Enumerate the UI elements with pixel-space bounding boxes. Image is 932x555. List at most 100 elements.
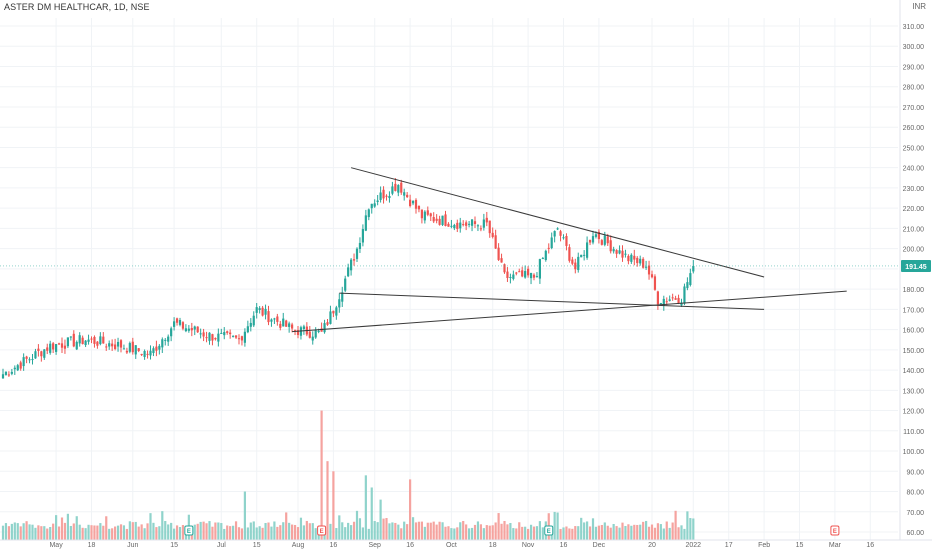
candle-body: [116, 341, 120, 347]
candle-body: [462, 224, 465, 226]
volume-bar: [364, 475, 367, 540]
price-tick-label: 160.00: [903, 328, 925, 335]
candle-body: [397, 185, 400, 193]
volume-bar: [426, 522, 429, 540]
volume-bar: [205, 523, 208, 540]
volume-bar: [293, 524, 297, 540]
candle-body: [686, 282, 689, 289]
candle-body: [450, 225, 453, 227]
trendlines[interactable]: [292, 167, 847, 333]
volume-bar: [155, 527, 158, 540]
trendline-lower-ascending[interactable]: [292, 290, 847, 333]
candle-body: [512, 274, 515, 279]
volume-bar: [232, 525, 235, 540]
candle-body: [409, 199, 412, 207]
candle-body: [547, 247, 550, 249]
candle-body: [167, 336, 170, 342]
volume-bar: [624, 526, 627, 540]
price-tick-label: 250.00: [903, 145, 925, 152]
candle-body: [37, 348, 40, 351]
candle-body: [264, 308, 267, 315]
chart-title: ASTER DM HEALTHCAR, 1D, NSE: [4, 2, 150, 12]
candle-body: [606, 236, 609, 244]
candle-body: [234, 335, 238, 338]
earnings-marker-icon[interactable]: [830, 525, 840, 536]
volume-bar: [72, 523, 75, 540]
volume-bar: [22, 523, 25, 540]
volume-bar: [60, 517, 64, 540]
volume-bar: [615, 526, 618, 540]
earnings-marker-icon[interactable]: [184, 525, 194, 536]
candle-body: [140, 353, 143, 355]
time-tick-label: Nov: [522, 542, 535, 549]
volume-bar: [689, 518, 692, 540]
candle-body: [25, 356, 28, 359]
candle-body: [175, 318, 179, 323]
candle-body: [417, 205, 421, 210]
volume-bar: [633, 524, 636, 540]
candle-body: [645, 266, 648, 268]
candle-body: [335, 307, 338, 316]
volume-bar: [13, 522, 16, 540]
candle-body: [317, 330, 320, 333]
candle-body: [84, 340, 87, 346]
candle-body: [155, 346, 158, 351]
price-tick-label: 180.00: [903, 287, 925, 294]
volume-bar: [373, 521, 376, 540]
candle-body: [653, 276, 657, 290]
earnings-marker-letter: E: [320, 529, 324, 535]
candle-body: [491, 232, 494, 237]
volume-bar: [488, 525, 491, 540]
candle-body: [344, 278, 347, 291]
volume-bar: [630, 525, 633, 540]
trendline-upper[interactable]: [350, 167, 765, 278]
candle-body: [193, 326, 196, 330]
candle-body: [22, 357, 25, 367]
candle-body: [246, 326, 249, 333]
volume-bar: [338, 515, 341, 540]
volume-bar: [609, 527, 612, 540]
volume-bar: [423, 526, 426, 540]
candle-body: [529, 272, 533, 279]
volume-bar: [659, 524, 662, 540]
time-tick-label: Aug: [292, 542, 305, 549]
candle-body: [7, 374, 10, 376]
candle-body: [586, 242, 589, 258]
volume-bar: [535, 526, 539, 540]
volume-bar: [556, 512, 559, 540]
earnings-marker-icon[interactable]: [544, 525, 554, 536]
earnings-marker-icon[interactable]: [317, 525, 327, 536]
volume-bar: [347, 522, 350, 540]
candle-body: [521, 270, 524, 277]
last-price-label: 191.45: [905, 264, 927, 271]
volume-bar: [527, 528, 530, 540]
volume-bar: [311, 523, 314, 540]
time-tick-label: Sep: [368, 542, 381, 549]
candle-body: [152, 348, 155, 353]
volume-bar: [680, 525, 683, 540]
volume-bar: [417, 521, 421, 540]
time-tick-label: 16: [560, 542, 568, 549]
volume-bar: [588, 526, 592, 540]
candle-body: [488, 220, 491, 234]
candle-body: [202, 332, 205, 337]
candle-body: [137, 348, 140, 352]
volume-bar: [49, 526, 52, 540]
candle-body: [320, 328, 323, 332]
volume-bar: [288, 522, 291, 540]
volume-bar: [473, 524, 477, 540]
candle-body: [190, 328, 193, 331]
volume-bar: [677, 527, 680, 540]
candle-body: [400, 182, 403, 193]
candle-body: [385, 195, 388, 197]
trendline-lower-descending[interactable]: [339, 292, 765, 310]
volume-bar: [31, 524, 34, 540]
volume-bar: [178, 527, 182, 540]
candle-body: [291, 324, 294, 329]
candle-body: [282, 318, 285, 327]
candle-body: [532, 274, 536, 278]
candle-body: [311, 336, 314, 341]
